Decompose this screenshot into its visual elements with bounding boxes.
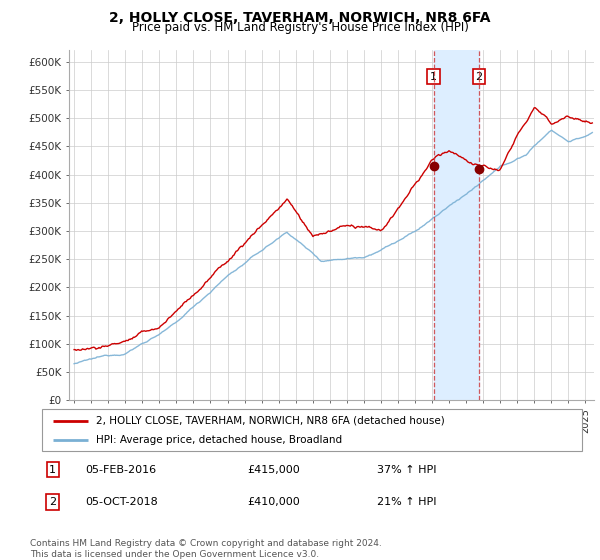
Text: 2: 2 [49, 497, 56, 507]
Text: £415,000: £415,000 [247, 465, 300, 475]
Bar [434, 50, 479, 400]
Text: Contains HM Land Registry data © Crown copyright and database right 2024.
This d: Contains HM Land Registry data © Crown c… [30, 539, 382, 559]
Text: 1: 1 [49, 465, 56, 475]
Text: 2: 2 [475, 72, 482, 82]
Text: 1: 1 [430, 72, 437, 82]
Text: HPI: Average price, detached house, Broadland: HPI: Average price, detached house, Broa… [96, 435, 342, 445]
FancyBboxPatch shape [42, 409, 582, 451]
Text: 2, HOLLY CLOSE, TAVERHAM, NORWICH, NR8 6FA: 2, HOLLY CLOSE, TAVERHAM, NORWICH, NR8 6… [109, 11, 491, 25]
Text: 05-FEB-2016: 05-FEB-2016 [85, 465, 157, 475]
Text: £410,000: £410,000 [247, 497, 300, 507]
Text: 21% ↑ HPI: 21% ↑ HPI [377, 497, 436, 507]
Text: 2, HOLLY CLOSE, TAVERHAM, NORWICH, NR8 6FA (detached house): 2, HOLLY CLOSE, TAVERHAM, NORWICH, NR8 6… [96, 416, 445, 426]
Text: Price paid vs. HM Land Registry's House Price Index (HPI): Price paid vs. HM Land Registry's House … [131, 21, 469, 34]
Text: 05-OCT-2018: 05-OCT-2018 [85, 497, 158, 507]
Text: 37% ↑ HPI: 37% ↑ HPI [377, 465, 436, 475]
